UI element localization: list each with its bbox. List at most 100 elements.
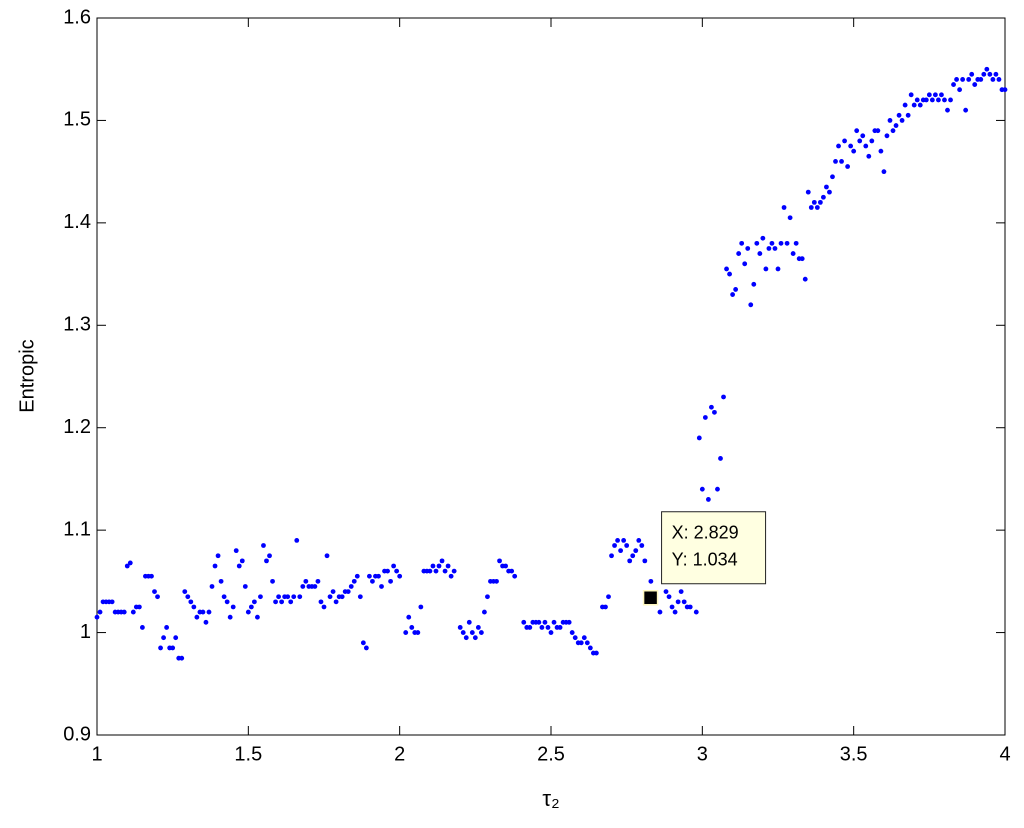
- point: [109, 599, 115, 605]
- point: [969, 71, 975, 77]
- point: [905, 112, 911, 118]
- point: [161, 635, 166, 641]
- point: [233, 548, 239, 554]
- point: [173, 635, 179, 641]
- point: [954, 77, 959, 82]
- point: [808, 205, 814, 210]
- point: [766, 246, 772, 251]
- point: [279, 599, 285, 605]
- point: [451, 568, 457, 574]
- point: [627, 558, 633, 564]
- point: [442, 568, 448, 574]
- point: [288, 599, 294, 605]
- point: [460, 630, 466, 635]
- point: [315, 578, 321, 584]
- point: [200, 609, 206, 615]
- point: [376, 573, 381, 579]
- point: [821, 194, 826, 200]
- point: [929, 97, 935, 103]
- point: [436, 563, 442, 569]
- point: [923, 97, 929, 103]
- point: [615, 537, 620, 543]
- point: [521, 619, 527, 625]
- point: [787, 215, 793, 221]
- point: [981, 71, 987, 77]
- datatip-marker: [642, 589, 659, 606]
- point: [612, 543, 617, 548]
- point: [239, 558, 245, 564]
- point: [242, 584, 248, 589]
- point: [466, 619, 472, 625]
- point: [345, 589, 351, 594]
- point: [457, 625, 463, 630]
- point: [609, 553, 614, 559]
- y-tick-label: 1.1: [63, 518, 91, 540]
- x-tick-label: 3: [697, 743, 708, 765]
- x-tick-label: 4: [999, 743, 1010, 765]
- point: [942, 97, 947, 103]
- y-tick-label: 1.4: [63, 211, 91, 233]
- point: [475, 625, 481, 630]
- point: [621, 537, 627, 543]
- point: [581, 635, 587, 641]
- point: [939, 92, 944, 98]
- point: [715, 486, 720, 492]
- point: [527, 625, 533, 630]
- x-tick-label: 3.5: [840, 743, 868, 765]
- point: [672, 609, 678, 615]
- point: [430, 563, 436, 569]
- point: [805, 189, 811, 195]
- point: [448, 573, 454, 579]
- point: [130, 609, 136, 615]
- point: [439, 558, 445, 564]
- point: [742, 261, 748, 267]
- point: [294, 537, 300, 543]
- point: [893, 123, 899, 128]
- point: [875, 128, 881, 134]
- point: [845, 164, 851, 169]
- point: [633, 548, 639, 554]
- point: [878, 148, 884, 154]
- point: [733, 287, 739, 292]
- point: [379, 584, 384, 589]
- point: [712, 409, 717, 415]
- point: [509, 568, 515, 574]
- point: [990, 77, 996, 82]
- point: [212, 563, 218, 569]
- datatip-y: Y: 1.034: [672, 549, 738, 569]
- point: [784, 240, 790, 246]
- point: [388, 578, 393, 584]
- point: [951, 82, 956, 87]
- point: [569, 630, 575, 635]
- point: [164, 625, 170, 630]
- point: [158, 645, 163, 651]
- point: [273, 599, 278, 605]
- point: [351, 578, 357, 584]
- point: [194, 614, 200, 620]
- y-tick-label: 1.6: [63, 6, 91, 28]
- point: [960, 77, 966, 82]
- point: [557, 625, 563, 630]
- point: [854, 128, 860, 134]
- point: [330, 589, 336, 594]
- point: [681, 599, 687, 605]
- point: [666, 594, 672, 600]
- point: [896, 112, 902, 118]
- point: [291, 594, 297, 600]
- point: [957, 87, 962, 93]
- point: [833, 159, 838, 164]
- x-axis-label: τ₂: [542, 786, 559, 811]
- point: [606, 594, 611, 600]
- point: [678, 589, 684, 594]
- point: [751, 281, 757, 287]
- point: [890, 128, 896, 134]
- point: [303, 578, 309, 584]
- point: [285, 594, 291, 600]
- point: [772, 246, 778, 251]
- point: [760, 235, 766, 241]
- point: [775, 266, 781, 272]
- point: [185, 594, 191, 600]
- point: [754, 240, 760, 246]
- point: [155, 594, 160, 600]
- point: [548, 630, 554, 635]
